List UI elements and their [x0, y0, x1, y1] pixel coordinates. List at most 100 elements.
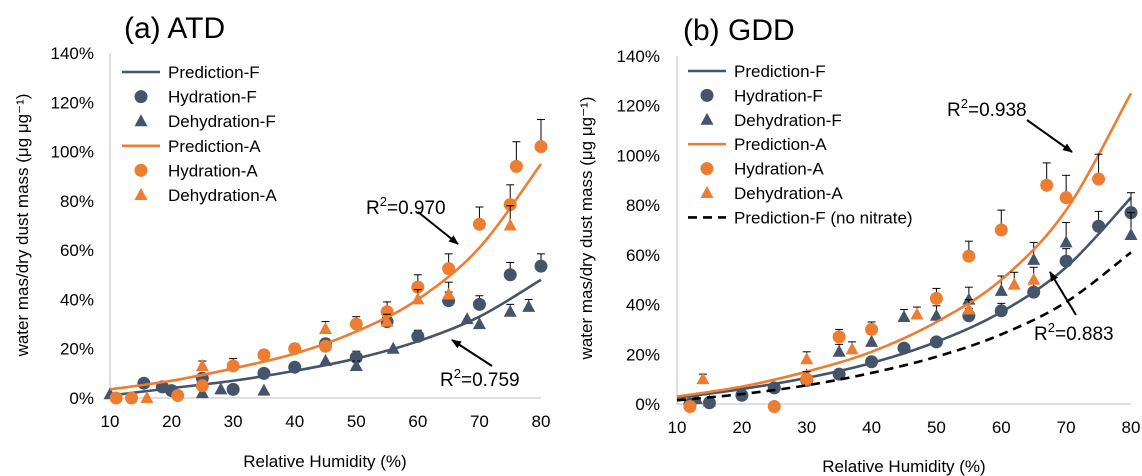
legend-label: Prediction-A	[168, 137, 261, 156]
legend-swatch-circle	[700, 88, 714, 102]
data-point	[767, 399, 781, 413]
data-point	[288, 342, 302, 356]
data-point	[257, 383, 271, 396]
data-point	[1059, 254, 1073, 268]
y-tick-label: 140%	[51, 44, 94, 63]
data-point	[1059, 191, 1073, 205]
data-point	[994, 223, 1008, 237]
legend-item: Prediction-F	[122, 63, 260, 82]
x-tick-label: 10	[668, 418, 687, 437]
legend-label: Hydration-A	[734, 160, 824, 179]
plot-area	[103, 119, 548, 405]
series-prediction-a	[109, 163, 543, 391]
data-point	[1092, 219, 1106, 233]
legend-item: Hydration-A	[134, 161, 258, 180]
series-prediction-f	[676, 196, 1132, 400]
data-point	[288, 360, 302, 374]
data-point	[319, 322, 332, 334]
series-line	[109, 163, 543, 391]
y-tick-label: 100%	[617, 146, 660, 165]
annotation-arrow	[1049, 271, 1077, 316]
r-squared-annotation: R2=0.883	[1034, 271, 1114, 345]
r-squared-annotation: R2=0.938	[947, 96, 1073, 153]
r-squared-label: R2=0.970	[366, 194, 446, 219]
data-point	[929, 291, 943, 305]
legend-label: Dehydration-A	[734, 184, 843, 203]
data-point	[319, 354, 332, 367]
data-point	[929, 335, 943, 349]
chart-panel-atd: (a) ATD 0% 20% 40% 60% 80% 100% 120% 140% 10 20 30 4…	[13, 12, 550, 471]
legend-label: Prediction-F	[168, 63, 260, 82]
data-point	[349, 317, 363, 331]
data-point	[195, 379, 209, 393]
r-squared-annotation: R2=0.970	[366, 194, 459, 245]
data-point	[472, 297, 486, 311]
x-tick-label: 80	[1122, 418, 1141, 437]
legend-item: Hydration-F	[700, 86, 823, 105]
legend-swatch-circle	[134, 163, 148, 177]
chart-title: (b) GDD	[683, 14, 795, 47]
legend-label: Hydration-A	[168, 161, 258, 180]
x-tick-label: 40	[862, 418, 881, 437]
legend-item: Dehydration-F	[134, 112, 276, 131]
data-point	[962, 249, 976, 263]
data-point	[832, 344, 846, 357]
y-tick-label: 120%	[51, 93, 94, 112]
legend-item: Hydration-F	[134, 88, 257, 107]
legend-item: Prediction-F (no nitrate)	[688, 208, 913, 227]
x-axis-label: Relative Humidity (%)	[243, 452, 406, 471]
legend-label: Dehydration-F	[734, 111, 842, 130]
series-line	[676, 251, 1132, 402]
legend: Prediction-F Hydration-F Dehydration-F Pred…	[122, 63, 277, 205]
plot-area	[676, 92, 1138, 413]
y-tick-label: 120%	[617, 97, 660, 116]
legend-swatch-triangle	[700, 186, 714, 198]
legend-label: Prediction-F (no nitrate)	[734, 208, 913, 227]
data-point	[1059, 235, 1073, 248]
data-point	[929, 308, 943, 321]
x-tick-label: 20	[732, 418, 751, 437]
legend-swatch-triangle	[700, 112, 714, 125]
data-point	[897, 341, 911, 355]
legend-item: Prediction-A	[688, 135, 827, 154]
y-tick-label: 60%	[626, 246, 660, 265]
data-point	[503, 268, 517, 282]
legend-label: Dehydration-F	[168, 112, 276, 131]
r-squared-label: R2=0.938	[947, 96, 1027, 121]
series-line	[109, 278, 542, 397]
series-line	[676, 92, 1133, 398]
data-point	[503, 218, 517, 231]
legend-item: Hydration-A	[700, 160, 824, 179]
legend-item: Dehydration-A	[700, 184, 843, 203]
data-point	[472, 317, 486, 330]
series-prediction-a	[676, 92, 1133, 398]
legend-label: Prediction-A	[734, 135, 827, 154]
legend-item: Dehydration-A	[134, 186, 277, 205]
legend-swatch-circle	[700, 162, 714, 176]
x-tick-label: 20	[162, 412, 181, 431]
legend-label: Hydration-F	[168, 88, 257, 107]
data-point	[509, 159, 523, 173]
x-tick-label: 70	[1057, 418, 1076, 437]
y-tick-label: 100%	[51, 143, 94, 162]
r-squared-label: R2=0.759	[440, 366, 520, 391]
data-point	[865, 355, 879, 369]
data-point	[125, 391, 139, 405]
data-point	[800, 352, 814, 365]
y-tick-label: 80%	[626, 196, 660, 215]
data-point	[994, 283, 1008, 296]
data-point	[380, 305, 394, 319]
data-point	[683, 399, 697, 413]
data-point	[442, 262, 456, 276]
data-point	[503, 304, 517, 317]
series-prediction-f-no-nitrate	[676, 251, 1132, 402]
legend-swatch-triangle	[134, 114, 148, 127]
legend-label: Dehydration-A	[168, 186, 277, 205]
chart-title: (a) ATD	[124, 12, 225, 45]
y-tick-label: 20%	[626, 345, 660, 364]
legend-item: Prediction-A	[122, 137, 261, 156]
legend-item: Prediction-F	[688, 62, 826, 81]
data-point	[1027, 272, 1041, 285]
x-tick-label: 70	[470, 412, 489, 431]
